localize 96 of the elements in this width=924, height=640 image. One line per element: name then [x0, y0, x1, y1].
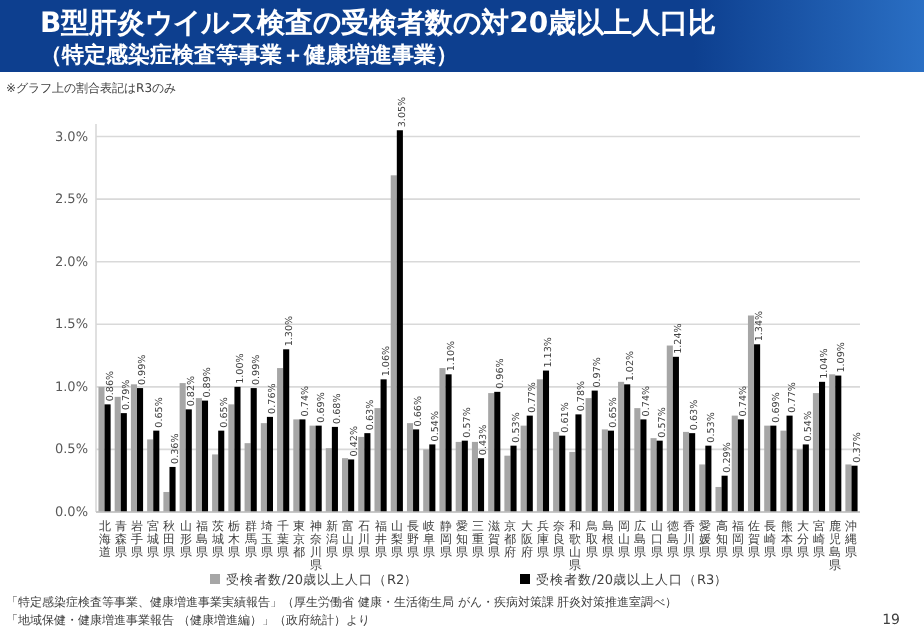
bar	[488, 393, 495, 512]
bar	[163, 491, 170, 512]
bar	[601, 429, 608, 512]
bar	[607, 430, 614, 512]
bar	[672, 356, 679, 512]
bar	[737, 419, 744, 512]
bar	[331, 426, 338, 512]
bar	[342, 458, 349, 512]
bar	[802, 444, 809, 512]
bar	[569, 451, 576, 512]
bar	[218, 430, 225, 512]
bar	[461, 440, 468, 512]
bar	[195, 398, 202, 512]
bar	[835, 375, 842, 512]
bar	[829, 374, 836, 512]
bar	[380, 379, 387, 512]
bar	[520, 425, 527, 512]
bar	[796, 449, 803, 512]
bar	[471, 441, 478, 512]
bar	[478, 458, 485, 512]
bar	[542, 370, 550, 512]
bar	[536, 379, 543, 512]
bar	[185, 409, 192, 512]
bar	[705, 445, 712, 512]
bar	[169, 466, 176, 512]
bar	[650, 438, 657, 512]
bar	[406, 423, 414, 512]
bar	[770, 425, 777, 512]
bar	[212, 454, 219, 512]
bar	[228, 404, 235, 512]
bar	[754, 344, 761, 512]
bar	[277, 368, 284, 512]
bar	[260, 423, 267, 512]
bar	[640, 419, 647, 512]
bar	[120, 413, 127, 512]
bar	[786, 415, 793, 512]
bar	[764, 425, 771, 512]
bar	[429, 444, 436, 512]
bar	[553, 431, 560, 512]
bar	[656, 440, 663, 512]
bar	[812, 393, 819, 512]
bar	[234, 386, 241, 512]
bar	[348, 459, 355, 512]
bar	[325, 448, 332, 512]
bar	[413, 429, 420, 512]
bar	[731, 415, 738, 512]
bar	[364, 433, 371, 512]
bar	[819, 381, 826, 512]
bar	[315, 425, 322, 512]
bar	[721, 475, 728, 512]
bar	[591, 390, 598, 512]
bar	[494, 391, 501, 512]
bar	[618, 381, 625, 512]
bar	[153, 430, 160, 512]
bar	[266, 416, 273, 512]
bar	[374, 408, 381, 512]
bar	[309, 425, 316, 512]
bar	[423, 449, 430, 512]
bar	[396, 130, 403, 512]
bar	[250, 388, 257, 512]
bar	[445, 374, 452, 512]
bar	[851, 465, 858, 512]
bar	[104, 404, 111, 512]
bar	[358, 436, 365, 512]
bar	[179, 383, 186, 512]
bar	[98, 386, 105, 512]
bar	[845, 464, 852, 512]
bar	[526, 415, 533, 512]
bar	[283, 349, 290, 512]
bar	[390, 175, 397, 512]
chart-subtitle: （特定感染症検査等事業＋健康増進事業）	[40, 42, 458, 68]
bar	[559, 435, 566, 512]
bar	[575, 414, 582, 512]
bar	[510, 445, 517, 512]
bar	[130, 384, 137, 512]
bar	[624, 384, 631, 512]
bar	[780, 430, 787, 512]
bar	[585, 398, 592, 512]
bar	[689, 433, 696, 512]
bar	[634, 408, 641, 512]
bar	[747, 315, 755, 512]
bar	[683, 431, 690, 512]
bar	[114, 396, 121, 512]
bar	[147, 439, 154, 512]
bar	[201, 400, 209, 512]
bar	[244, 443, 251, 512]
bar	[293, 419, 300, 512]
bar	[455, 441, 462, 512]
bar	[137, 388, 144, 512]
bar	[439, 368, 446, 512]
bar	[699, 464, 706, 512]
bar	[666, 345, 673, 512]
bar	[299, 419, 306, 512]
bar	[715, 486, 722, 512]
chart-title: B型肝炎ウイルス検査の受検者数の対20歳以上人口比	[40, 6, 717, 40]
bar	[504, 455, 511, 512]
